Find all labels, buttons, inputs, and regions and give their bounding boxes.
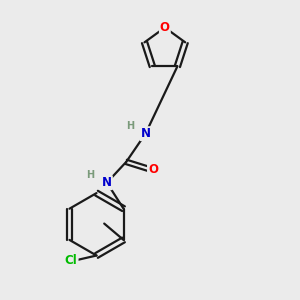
Text: N: N <box>102 176 112 189</box>
Text: H: H <box>86 170 94 180</box>
Text: H: H <box>126 121 134 131</box>
Text: N: N <box>140 127 151 140</box>
Text: Cl: Cl <box>65 254 78 267</box>
Text: O: O <box>148 163 158 176</box>
Text: O: O <box>160 21 170 34</box>
